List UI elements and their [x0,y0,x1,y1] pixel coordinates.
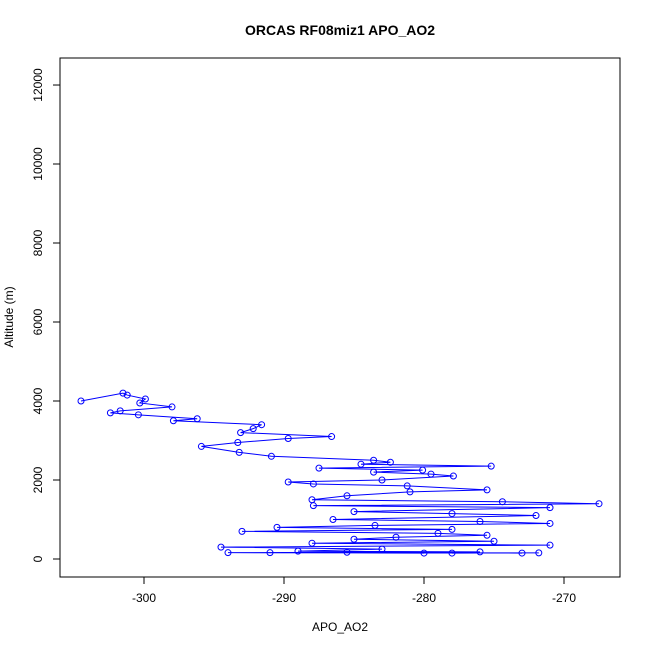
x-tick-label: -280 [412,591,436,605]
chart-title: ORCAS RF08miz1 APO_AO2 [245,22,435,38]
data-point [234,438,242,446]
x-axis-label: APO_AO2 [312,620,368,634]
data-point [123,391,131,399]
data-point [217,543,225,551]
data-point [224,549,232,557]
data-point [434,529,442,537]
data-point [343,492,351,500]
y-tick-label: 8000 [31,229,45,256]
data-point [329,515,337,523]
data-point [309,502,317,510]
data-point [136,399,144,407]
x-tick-label: -300 [132,591,156,605]
data-point [77,397,85,405]
data-point [249,425,257,433]
data-point [371,521,379,529]
data-point [386,458,394,466]
data-point [419,466,427,474]
x-tick-label: -270 [552,591,576,605]
data-point [169,417,177,425]
data-point [378,476,386,484]
data-point [378,545,386,553]
data-point [427,470,435,478]
data-point [403,482,411,490]
data-point [498,498,506,506]
data-point [193,415,201,423]
data-point [357,460,365,468]
data-point [546,541,554,549]
plot-frame [59,57,621,578]
data-point [546,519,554,527]
y-tick-label: 0 [31,555,45,562]
y-tick-label: 2000 [31,466,45,493]
data-point [483,486,491,494]
data-point [448,525,456,533]
data-point [392,533,400,541]
data-point [518,549,526,557]
x-tick-label: -290 [272,591,296,605]
data-point [370,456,378,464]
data-point [197,442,205,450]
data-point [116,407,124,415]
data-point [237,429,245,437]
data-point [106,409,114,417]
data-point [483,531,491,539]
data-point [134,411,142,419]
data-point [315,464,323,472]
data-point [535,549,543,557]
data-point [119,389,127,397]
data-point [235,448,243,456]
data-point [532,512,540,520]
data-point [406,488,414,496]
data-point [370,468,378,476]
y-axis-label: Altitude (m) [2,286,16,347]
data-point [448,549,456,557]
data-point [420,549,428,557]
data-point [328,433,336,441]
data-point [476,548,484,556]
y-tick-label: 4000 [31,387,45,414]
data-point [343,548,351,556]
data-point [448,510,456,518]
data-point [284,435,292,443]
data-point [595,500,603,508]
data-point [141,395,149,403]
data-point [546,504,554,512]
data-point [487,462,495,470]
y-tick-label: 12000 [31,68,45,102]
data-point [284,478,292,486]
data-point [273,523,281,531]
data-line [80,392,600,554]
data-point [267,452,275,460]
data-point [476,517,484,525]
data-point [350,535,358,543]
data-point [238,527,246,535]
data-point [308,539,316,547]
data-point [258,421,266,429]
data-point [449,472,457,480]
data-point [490,537,498,545]
y-tick-label: 10000 [31,147,45,181]
data-point [294,547,302,555]
data-point [266,549,274,557]
data-point [309,480,317,488]
data-point [350,508,358,516]
y-tick-label: 6000 [31,308,45,335]
data-point [168,403,176,411]
